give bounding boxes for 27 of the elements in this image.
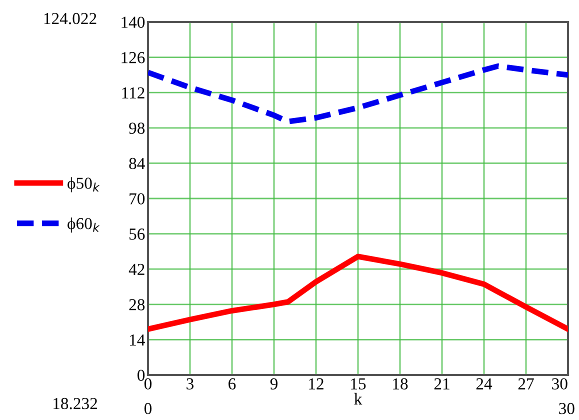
x-tick-label: 3 [186, 378, 194, 390]
y-tick-label: 42 [128, 264, 144, 275]
y-tick-label: 70 [130, 193, 145, 204]
x-tick-label: 24 [476, 378, 492, 390]
text: 124.022 [44, 12, 96, 24]
x-tick-label: 12 [309, 378, 324, 390]
text: 18.232 [54, 398, 97, 410]
x-tick-label: 15 [351, 378, 366, 390]
x-tick-label: 18 [393, 378, 408, 390]
legend-label: ϕ60$_{k}$ [68, 218, 100, 233]
x-tick-label: 30 [552, 378, 568, 390]
x-tick-label: 21 [434, 378, 450, 390]
y-tick-label: 84 [129, 158, 145, 170]
x-tick-label: 27 [518, 378, 534, 390]
y-tick-label: 140 [122, 16, 145, 28]
y-tick-label: 14 [130, 334, 145, 346]
x-tick-label: 6 [228, 378, 236, 390]
y-tick-label: 126 [122, 52, 145, 64]
y-tick-label: 0 [138, 370, 145, 381]
y-tick-label: 112 [122, 87, 144, 98]
y-tick-label: 28 [129, 299, 145, 310]
legend-label: ϕ50$_{k}$ [68, 177, 100, 192]
text: 30 [559, 402, 574, 414]
x-tick-label: 9 [270, 378, 278, 390]
y-tick-label: 56 [130, 228, 145, 240]
x-axis-title: k [354, 392, 362, 404]
y-tick-label: 98 [129, 122, 145, 134]
